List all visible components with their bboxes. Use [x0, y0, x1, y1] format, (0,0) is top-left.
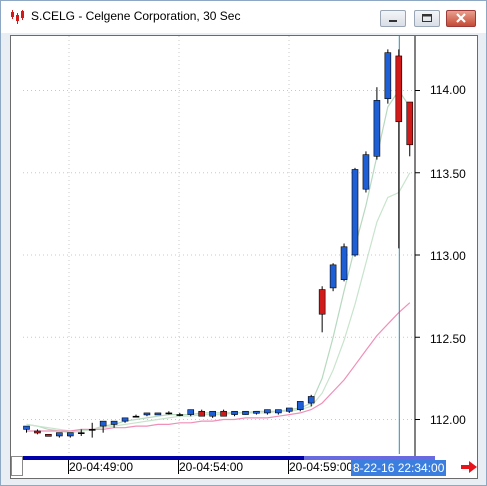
candle-down	[45, 434, 52, 437]
ma-slow-line	[26, 302, 411, 432]
chart-area[interactable]: 114.00 113.50 113.00 112.50 112.00 20-04…	[10, 35, 478, 479]
ma-fast-line	[26, 89, 411, 434]
candlestick-app-icon	[11, 10, 24, 24]
candle-up	[154, 412, 162, 416]
candle-up	[275, 409, 282, 414]
minimize-icon	[389, 20, 397, 22]
candle-up	[99, 420, 107, 427]
y-tick-label: 113.00	[430, 249, 466, 263]
candle-down	[34, 430, 41, 434]
close-icon	[456, 13, 466, 23]
candle-up	[264, 409, 271, 414]
candle-up	[362, 154, 370, 190]
maximize-icon	[422, 14, 432, 22]
candle-up	[23, 425, 30, 430]
candle-down	[318, 289, 326, 315]
minimize-button[interactable]	[380, 10, 406, 27]
candle-up	[187, 409, 195, 415]
window-title: S.CELG - Celgene Corporation, 30 Sec	[31, 9, 241, 23]
arrow-right-icon[interactable]	[459, 459, 479, 475]
candle-up	[132, 415, 140, 418]
y-tick-label: 114.00	[430, 83, 466, 97]
candle-up	[242, 410, 249, 415]
time-scrollbar[interactable]	[23, 456, 435, 460]
candle-up	[351, 169, 359, 256]
time-scrollbar-thumb[interactable]	[304, 456, 435, 460]
candle-up	[66, 432, 74, 437]
maximize-button[interactable]	[414, 10, 440, 27]
x-tick	[178, 460, 179, 474]
title-bar[interactable]: S.CELG - Celgene Corporation, 30 Sec	[1, 1, 486, 33]
candle-down	[220, 410, 227, 417]
candlestick-plot[interactable]	[11, 36, 477, 456]
candle-up	[340, 246, 348, 280]
candle-up	[329, 264, 337, 289]
y-tick-label: 112.50	[430, 332, 466, 346]
candle-down	[198, 410, 205, 417]
x-tick-label: 20-04:59:00	[289, 460, 354, 474]
candle-up	[143, 412, 151, 416]
candle-up	[77, 432, 85, 434]
candle-up	[88, 429, 96, 431]
y-tick-label: 112.00	[430, 413, 466, 427]
x-tick-label: 20-04:54:00	[179, 460, 244, 474]
x-tick	[288, 460, 289, 474]
axis-corner-box[interactable]	[11, 456, 23, 476]
candle-up	[165, 412, 173, 415]
close-button[interactable]	[446, 10, 476, 27]
candle-up	[121, 417, 129, 422]
candle-up	[373, 100, 381, 157]
candle-up	[56, 432, 63, 437]
candle-up	[209, 410, 216, 417]
candle-up	[307, 396, 315, 404]
candle-up	[253, 410, 260, 414]
y-tick-label: 113.50	[430, 167, 466, 181]
x-tick	[68, 460, 69, 474]
candle-down	[406, 101, 414, 146]
x-tick-label: 20-04:49:00	[69, 460, 134, 474]
candle-up	[176, 414, 184, 416]
candle-up	[384, 52, 392, 100]
candle-up	[296, 401, 304, 410]
candle-up	[231, 410, 238, 415]
cursor-time-label: 8-22-16 22:34:00	[351, 460, 447, 476]
candle-down	[395, 55, 403, 123]
candle-up	[285, 407, 293, 412]
candle-up	[110, 420, 118, 425]
